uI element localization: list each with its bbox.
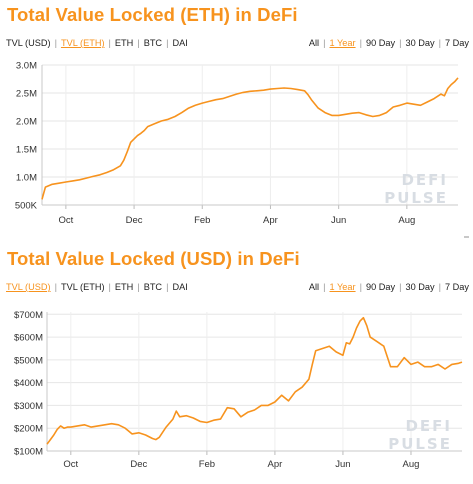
separator: | — [323, 282, 326, 292]
range-all-button[interactable]: All — [308, 282, 320, 292]
metric-btc-button[interactable]: BTC — [143, 282, 163, 292]
metric-tvl-usd-button[interactable]: TVL (USD) — [6, 38, 51, 48]
y-tick-label: $700M — [14, 310, 43, 321]
chart-title: Total Value Locked (USD) in DeFi — [7, 248, 300, 269]
series-line — [46, 316, 463, 445]
x-tick-label: Dec — [130, 459, 147, 470]
separator: | — [166, 38, 169, 48]
separator: | — [108, 282, 111, 292]
y-tick-label: $300M — [14, 401, 43, 412]
y-tick-label: $200M — [14, 424, 43, 435]
separator: | — [438, 38, 441, 48]
y-tick-label: $600M — [14, 333, 43, 344]
separator: | — [137, 282, 140, 292]
separator: | — [359, 282, 362, 292]
watermark-logo-text: PULSE — [384, 189, 448, 207]
y-tick-label: 1.0M — [16, 173, 37, 184]
scrollbar-fragment — [464, 236, 469, 238]
y-tick-label: 2.5M — [16, 89, 37, 100]
metric-tvl-eth-button[interactable]: TVL (ETH) — [60, 282, 105, 292]
x-tick-label: Apr — [268, 459, 283, 470]
line-chart-usd: $100M $200M $300M $400M $500M $600M $700M Oct De… — [14, 310, 463, 470]
separator: | — [323, 38, 326, 48]
separator: | — [166, 282, 169, 292]
y-tick-label: 1.5M — [16, 145, 37, 156]
range-30-day-button[interactable]: 30 Day — [405, 38, 435, 48]
range-7-day-button[interactable]: 7 Day — [444, 38, 469, 48]
watermark-logo-text: DEFI — [401, 171, 448, 189]
separator: | — [399, 38, 402, 48]
x-tick-label: Dec — [126, 215, 143, 226]
chart-panel-usd: Total Value Locked (USD) in DeFi TVL (US… — [0, 244, 473, 484]
metric-eth-button[interactable]: ETH — [114, 282, 134, 292]
range-7-day-button[interactable]: 7 Day — [444, 282, 469, 292]
y-tick-label: $400M — [14, 378, 43, 389]
chart-controls: TVL (USD) | TVL (ETH) | ETH | BTC | DAI All | 1 Ye… — [6, 38, 469, 50]
x-tick-label: Aug — [398, 215, 415, 226]
metric-dai-button[interactable]: DAI — [172, 38, 188, 48]
separator: | — [137, 38, 140, 48]
chart-panel-eth: Total Value Locked (ETH) in DeFi TVL (US… — [0, 0, 473, 240]
metric-tvl-eth-button[interactable]: TVL (ETH) — [60, 38, 105, 48]
separator: | — [108, 38, 111, 48]
range-1-year-button[interactable]: 1 Year — [329, 38, 356, 48]
x-tick-label: Aug — [403, 459, 420, 470]
x-tick-label: Jun — [331, 215, 346, 226]
chart-controls: TVL (USD) | TVL (ETH) | ETH | BTC | DAI All | 1 Ye… — [6, 282, 469, 294]
x-tick-label: Feb — [199, 459, 215, 470]
range-all-button[interactable]: All — [308, 38, 320, 48]
separator: | — [54, 38, 57, 48]
range-toggle: All | 1 Year | 90 Day | 30 Day | 7 Day — [309, 38, 469, 48]
y-tick-label: 500K — [15, 201, 38, 212]
x-tick-label: Feb — [194, 215, 210, 226]
watermark-logo-text: DEFI — [405, 417, 452, 435]
x-tick-label: Oct — [58, 215, 73, 226]
metric-toggle: TVL (USD) | TVL (ETH) | ETH | BTC | DAI — [6, 282, 188, 292]
metric-dai-button[interactable]: DAI — [172, 282, 188, 292]
chart-title: Total Value Locked (ETH) in DeFi — [7, 4, 298, 25]
range-90-day-button[interactable]: 90 Day — [365, 282, 396, 292]
watermark-logo-text: PULSE — [388, 435, 452, 453]
range-1-year-button[interactable]: 1 Year — [329, 282, 356, 292]
y-tick-label: 3.0M — [16, 61, 37, 72]
y-tick-label: 2.0M — [16, 117, 37, 128]
separator: | — [54, 282, 57, 292]
metric-toggle: TVL (USD) | TVL (ETH) | ETH | BTC | DAI — [6, 38, 188, 48]
y-tick-label: $100M — [14, 447, 43, 458]
separator: | — [399, 282, 402, 292]
metric-btc-button[interactable]: BTC — [143, 38, 163, 48]
separator: | — [359, 38, 362, 48]
metric-tvl-usd-button[interactable]: TVL (USD) — [6, 282, 51, 292]
series-line — [41, 77, 459, 200]
range-90-day-button[interactable]: 90 Day — [365, 38, 396, 48]
x-tick-label: Apr — [263, 215, 278, 226]
x-tick-label: Jun — [335, 459, 350, 470]
y-tick-label: $500M — [14, 355, 43, 366]
separator: | — [438, 282, 441, 292]
x-tick-label: Oct — [63, 459, 78, 470]
range-toggle: All | 1 Year | 90 Day | 30 Day | 7 Day — [309, 282, 469, 292]
metric-eth-button[interactable]: ETH — [114, 38, 134, 48]
line-chart-eth: 500K 1.0M 1.5M 2.0M 2.5M 3.0M Oct Dec Feb Apr Jun A… — [15, 61, 459, 226]
range-30-day-button[interactable]: 30 Day — [405, 282, 435, 292]
